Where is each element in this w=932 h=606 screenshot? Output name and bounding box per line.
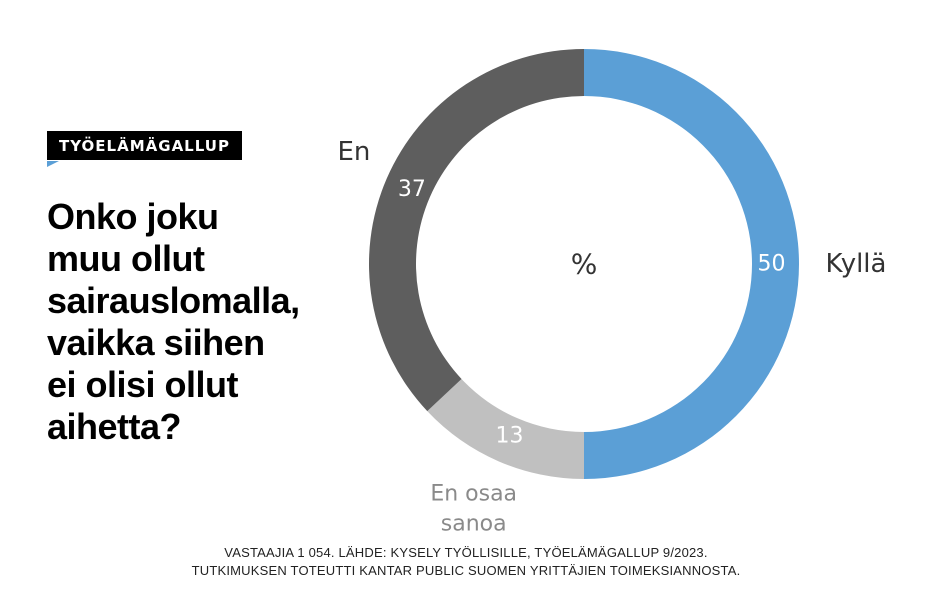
category-label-kylla: Kyllä [826, 249, 887, 279]
category-label-en: En [337, 137, 370, 167]
center-percent-label: % [571, 248, 598, 281]
question-line: muu ollut [47, 238, 205, 279]
question-line: sairauslomalla, [47, 280, 300, 321]
brand-label: TYÖELÄMÄGALLUP [47, 131, 242, 160]
brand-accent-mark [47, 161, 59, 167]
question-line: ei olisi ollut [47, 364, 239, 405]
question-line: aihetta? [47, 406, 182, 447]
value-label-en: 37 [398, 177, 426, 202]
slice-kylla [584, 49, 799, 479]
source-note: TUTKIMUKSEN TOTEUTTI KANTAR PUBLIC SUOME… [191, 563, 741, 578]
question-line: vaikka siihen [47, 322, 265, 363]
value-label-kylla: 50 [758, 252, 786, 277]
question-line: Onko joku [47, 196, 219, 237]
source-note: VASTAAJIA 1 054. LÄHDE: KYSELY TYÖLLISIL… [224, 545, 708, 560]
slice-en [369, 49, 584, 412]
category-label-en-osaa-sanoa: En osaa sanoa [430, 481, 517, 536]
question-title: Onko joku muu ollut sairauslomalla, vaik… [47, 196, 337, 448]
value-label-en-osaa-sanoa: 13 [496, 424, 524, 449]
slice-en-osaa-sanoa [427, 379, 584, 479]
